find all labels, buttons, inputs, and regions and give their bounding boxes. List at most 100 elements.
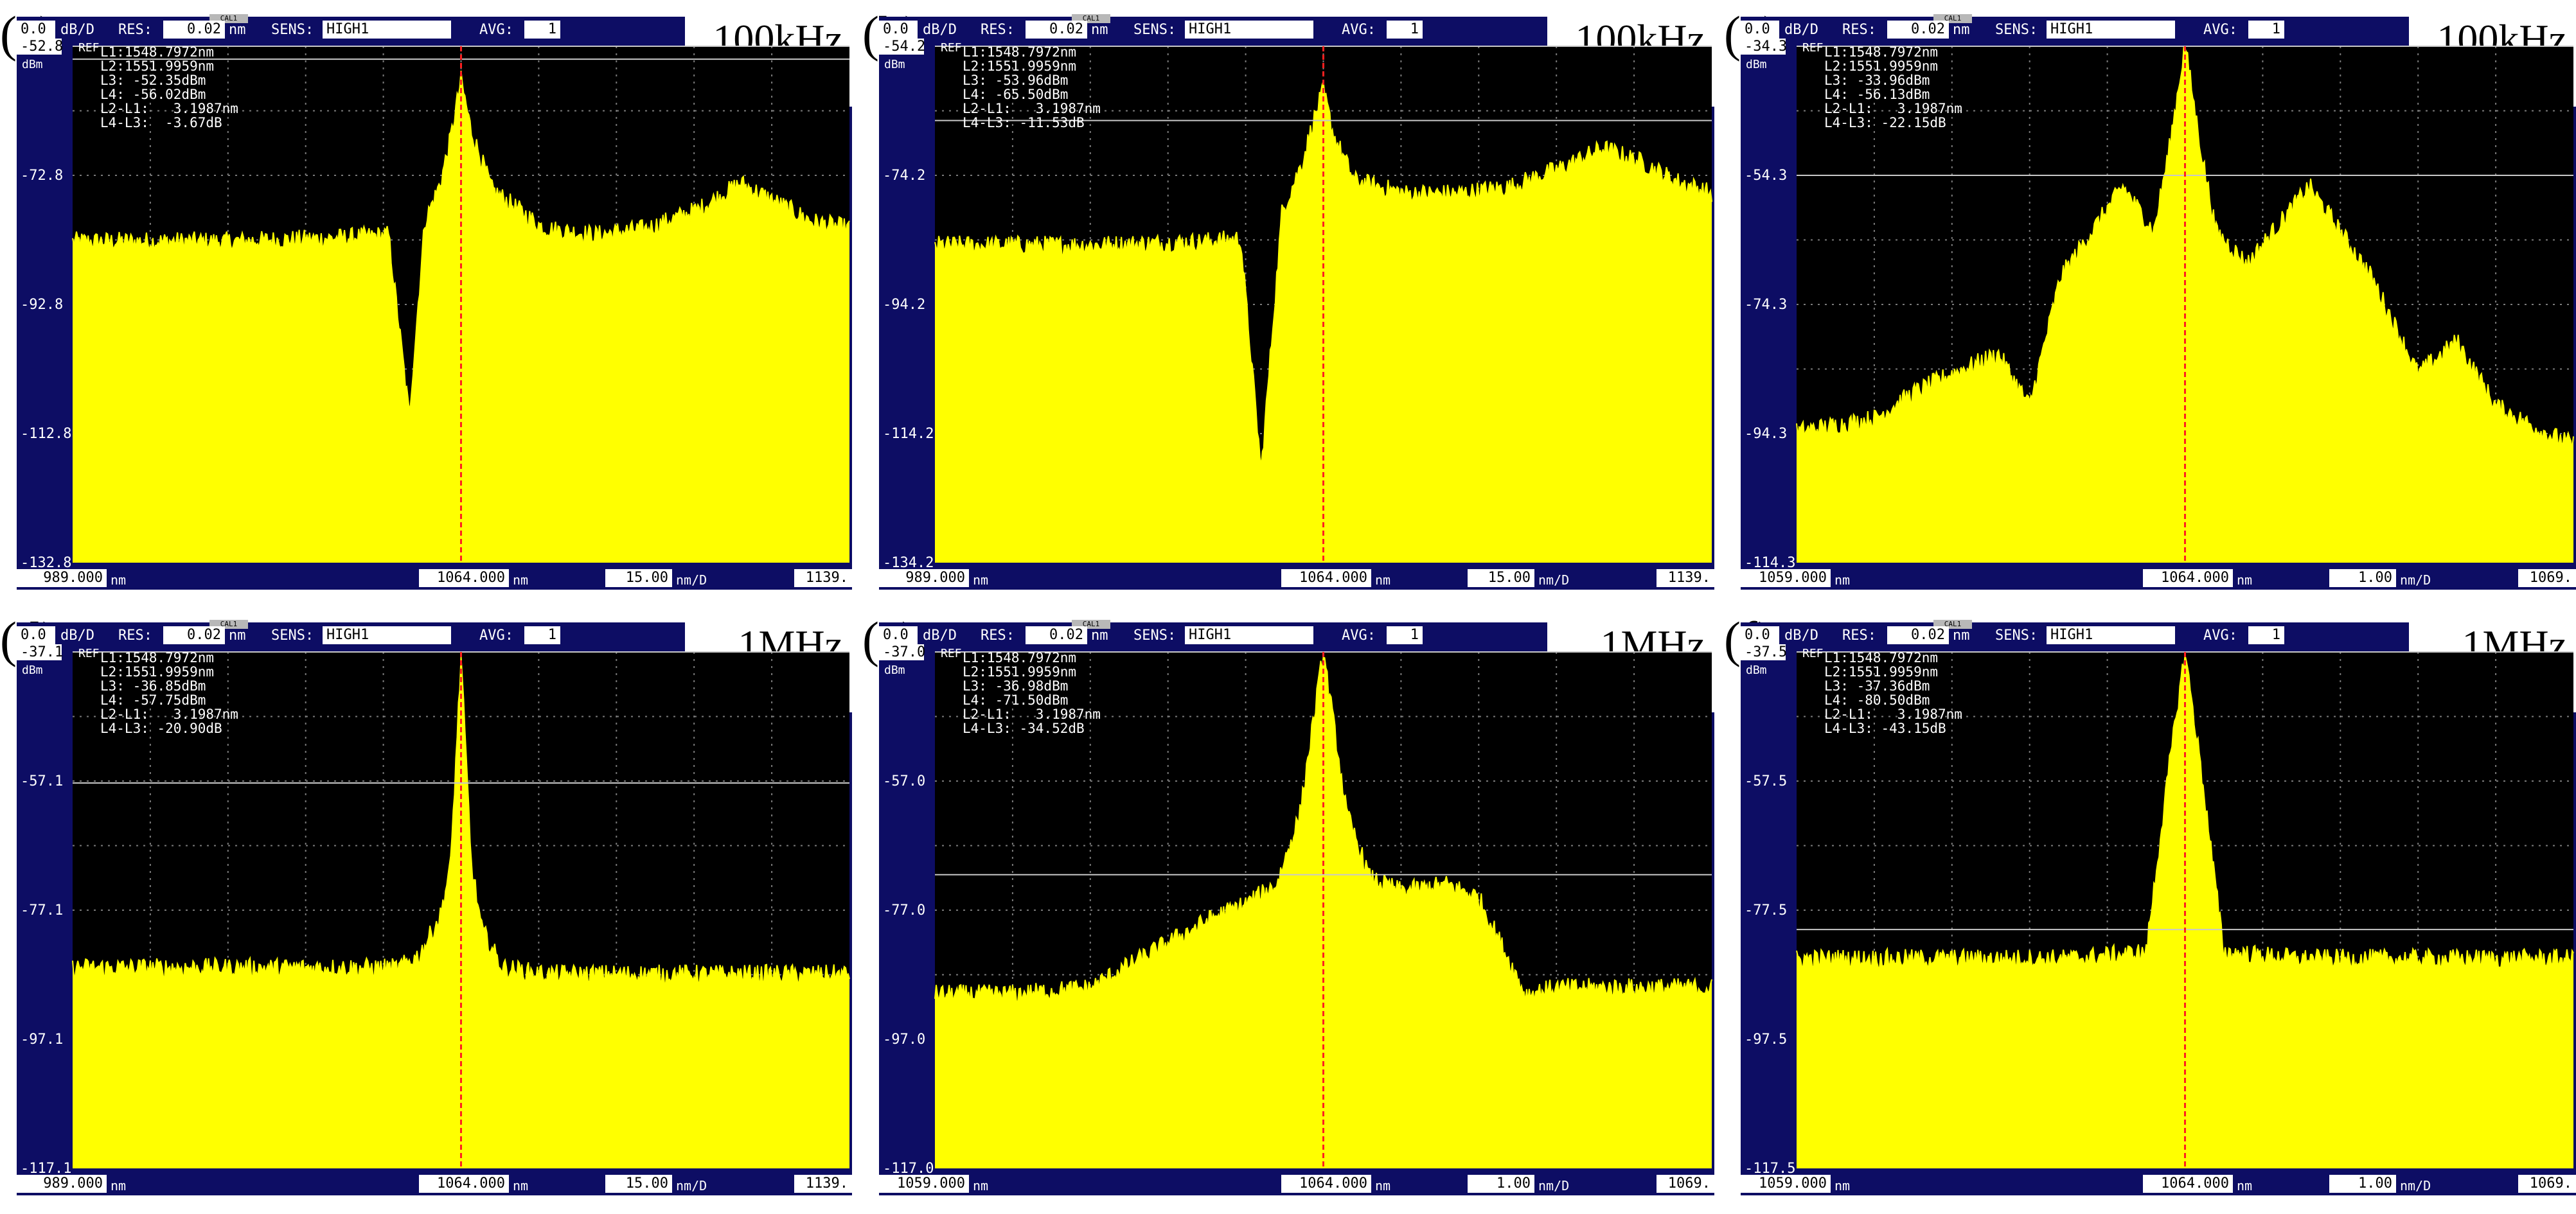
start-unit: nm	[973, 572, 989, 588]
y-tick-label: -92.8	[21, 297, 64, 313]
ref-label: REF	[78, 41, 100, 55]
scale-unit: dB/D	[60, 628, 94, 644]
spectrum-panel: (e)CAL10.0dB/DRES:0.02nmSENS:HIGH1AVG:11…	[862, 606, 1714, 1195]
marker-readout-line: L2:1551.9959nm	[963, 664, 1077, 680]
stop-wavelength: 1069.	[2518, 1175, 2576, 1193]
osa-bottom-bar: 1059.000 nm 1064.000 nm 1.00 nm/D 1069.	[879, 1172, 1714, 1195]
y-tick-label: -52.8	[17, 39, 63, 55]
ref-label: REF	[941, 647, 962, 660]
span-unit: nm/D	[1538, 1178, 1570, 1193]
span-unit: nm/D	[676, 1178, 707, 1193]
dbm-unit-label: dBm	[884, 664, 905, 677]
osa-screen: CAL1 0.0 dB/D RES: 0.02 nm SENS: HIGH1 AVG: 1 100k…	[17, 14, 852, 590]
marker-readout-line: L2-L1: 3.1987nm	[963, 707, 1101, 722]
sens-value: HIGH1	[2047, 626, 2175, 644]
center-unit: nm	[513, 572, 529, 588]
res-label: RES:	[981, 628, 1015, 644]
span-unit: nm/D	[676, 572, 707, 588]
start-wavelength: 989.000	[17, 1175, 107, 1193]
y-tick-label: -117.0	[883, 1161, 934, 1177]
marker-readout-line: L2:1551.9959nm	[100, 58, 215, 74]
spectrum-plot	[72, 651, 850, 1168]
y-tick-label: -72.8	[21, 168, 64, 184]
osa-screen: CAL1 0.0 dB/D RES: 0.02 nm SENS: HIGH1 AVG: 1 1MHz…	[879, 620, 1714, 1195]
sens-label: SENS:	[1995, 22, 2038, 38]
span-unit: nm/D	[2400, 572, 2431, 588]
span-unit: nm/D	[1538, 572, 1570, 588]
start-unit: nm	[973, 1178, 989, 1193]
center-wavelength: 1064.000	[2143, 1175, 2233, 1193]
y-tick-label: -97.1	[21, 1032, 64, 1048]
spectrum-panel: (f)CAL10.0dB/DRES:0.02nmSENS:HIGH1AVG:11…	[1724, 606, 2576, 1195]
osa-top-bar: CAL1 0.0 dB/D RES: 0.02 nm SENS: HIGH1 AVG: 1	[879, 14, 1714, 41]
center-wavelength: 1064.000	[2143, 569, 2233, 587]
avg-value: 1	[524, 626, 560, 644]
spectrum-panel: (c)CAL10.0dB/DRES:0.02nmSENS:HIGH1AVG:11…	[1724, 0, 2576, 590]
res-unit: nm	[229, 22, 246, 38]
marker-readout-line: L2:1551.9959nm	[100, 664, 215, 680]
stop-wavelength: 1139.	[794, 1175, 852, 1193]
marker-readout-line: L4: -71.50dBm	[963, 692, 1069, 708]
y-tick-label: -114.2	[883, 426, 934, 442]
osa-bottom-bar: 989.000 nm 1064.000 nm 15.00 nm/D 1139.	[17, 567, 852, 590]
osa-bottom-bar: 989.000 nm 1064.000 nm 15.00 nm/D 1139.	[17, 1172, 852, 1195]
scale-value: 0.0	[17, 626, 55, 644]
stop-wavelength: 1139.	[794, 569, 852, 587]
stop-wavelength: 1139.	[1657, 569, 1714, 587]
scale-value: 0.0	[1741, 21, 1779, 39]
marker-readout: L1:1548.7972nm L2:1551.9959nm L3: -33.96dB…	[1824, 45, 1962, 130]
res-unit: nm	[1091, 628, 1108, 644]
marker-readout: L1:1548.7972nm L2:1551.9959nm L3: -52.35dB…	[100, 45, 238, 130]
marker-readout-line: L4: -56.13dBm	[1824, 87, 1930, 102]
marker-readout-line: L2-L1: 3.1987nm	[963, 101, 1101, 116]
marker-readout-line: L2:1551.9959nm	[1824, 664, 1939, 680]
start-unit: nm	[1834, 1178, 1851, 1193]
avg-label: AVG:	[2203, 628, 2237, 644]
avg-label: AVG:	[479, 22, 513, 38]
avg-label: AVG:	[2203, 22, 2237, 38]
y-tick-label: -77.0	[883, 902, 926, 919]
center-unit: nm	[2237, 572, 2253, 588]
sens-value: HIGH1	[323, 21, 451, 39]
start-wavelength: 989.000	[17, 569, 107, 587]
center-unit: nm	[1375, 572, 1391, 588]
ref-label: REF	[1802, 41, 1824, 55]
sens-value: HIGH1	[2047, 21, 2175, 39]
spectrum-panel: (a)CAL10.0dB/DRES:0.02nmSENS:HIGH1AVG:11…	[0, 0, 852, 590]
scale-unit: dB/D	[1784, 628, 1818, 644]
center-unit: nm	[513, 1178, 529, 1193]
center-unit: nm	[1375, 1178, 1391, 1193]
scale-unit: dB/D	[60, 22, 94, 38]
marker-readout: L1:1548.7972nm L2:1551.9959nm L3: -37.36dB…	[1824, 651, 1962, 735]
scale-unit: dB/D	[1784, 22, 1818, 38]
center-wavelength: 1064.000	[419, 569, 509, 587]
marker-readout-line: L1:1548.7972nm	[1824, 650, 1939, 665]
scale-value: 0.0	[1741, 626, 1779, 644]
res-label: RES:	[981, 22, 1015, 38]
spectrum-plot	[934, 651, 1712, 1168]
y-tick-label: -94.3	[1745, 426, 1788, 442]
marker-readout-line: L4-L3: -34.52dB	[963, 721, 1085, 736]
res-unit: nm	[1953, 628, 1970, 644]
y-tick-label: -54.2	[879, 39, 925, 55]
res-value: 0.02	[163, 626, 225, 644]
marker-readout: L1:1548.7972nm L2:1551.9959nm L3: -36.85dB…	[100, 651, 238, 735]
sens-label: SENS:	[271, 22, 314, 38]
sens-label: SENS:	[1995, 628, 2038, 644]
marker-readout-line: L4: -65.50dBm	[963, 87, 1069, 102]
spectrum-plot	[1796, 46, 2574, 563]
osa-top-bar: CAL1 0.0 dB/D RES: 0.02 nm SENS: HIGH1 AVG: 1	[1741, 620, 2576, 647]
marker-readout-line: L3: -36.85dBm	[100, 678, 206, 694]
sens-value: HIGH1	[1185, 626, 1313, 644]
marker-readout-line: L4-L3: -3.67dB	[100, 115, 222, 130]
avg-value: 1	[1387, 21, 1423, 39]
sens-label: SENS:	[1133, 628, 1177, 644]
center-wavelength: 1064.000	[419, 1175, 509, 1193]
span-per-division: 15.00	[1468, 569, 1534, 587]
spectrum-trace	[934, 656, 1712, 1004]
marker-readout-line: L2-L1: 3.1987nm	[1824, 101, 1962, 116]
sens-value: HIGH1	[323, 626, 451, 644]
y-tick-label: -74.2	[883, 168, 926, 184]
spectrum-panel: (b)CAL10.0dB/DRES:0.02nmSENS:HIGH1AVG:11…	[862, 0, 1714, 590]
dbm-unit-label: dBm	[22, 58, 43, 71]
